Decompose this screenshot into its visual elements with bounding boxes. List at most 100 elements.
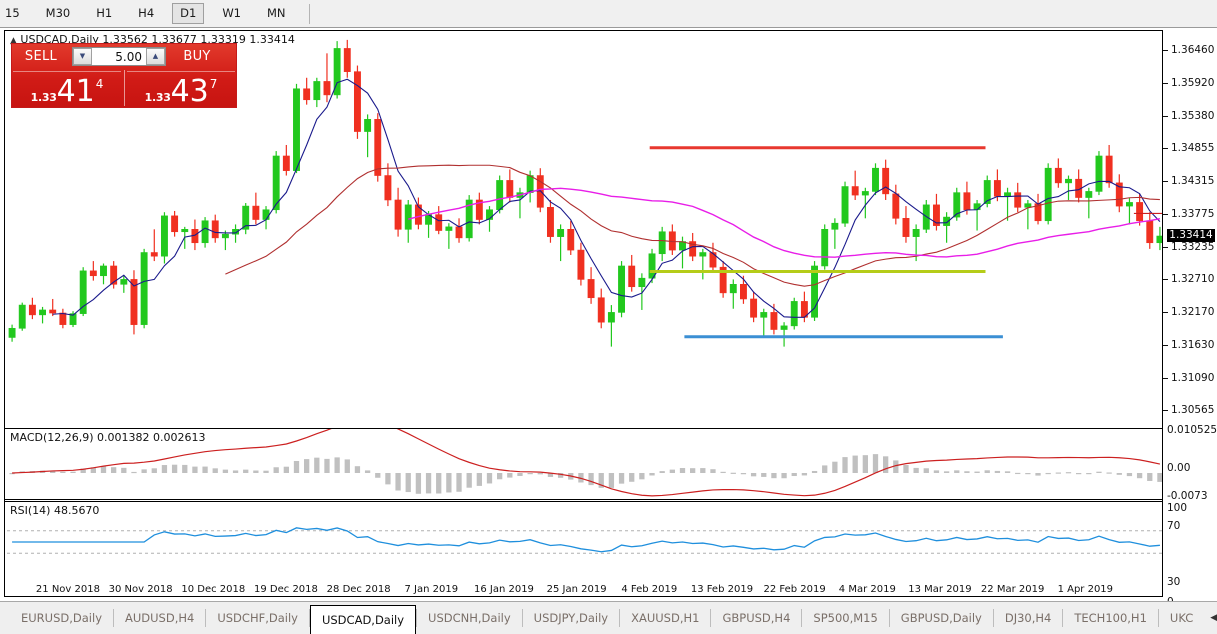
- macd-tick-label: 0.010525: [1167, 424, 1217, 436]
- date-tick-label: 4 Mar 2019: [838, 584, 896, 595]
- scale-divider: [1162, 30, 1163, 597]
- tab-separator: [992, 609, 994, 627]
- chart-tab-ukc[interactable]: UKC: [1169, 611, 1194, 625]
- date-tick-label: 25 Jan 2019: [546, 584, 607, 595]
- price-tick-label: 1.34315: [1171, 174, 1215, 187]
- tab-scroll-controls: ◀ ▶: [1204, 602, 1217, 634]
- date-tick-label: 7 Jan 2019: [404, 584, 459, 595]
- sell-price-prefix: 1.33: [30, 91, 57, 104]
- price-tick-mark: [1163, 311, 1168, 313]
- chart-tab-usdcnh-daily[interactable]: USDCNH,Daily: [428, 611, 511, 625]
- chart-tab-usdchf-daily[interactable]: USDCHF,Daily: [217, 611, 298, 625]
- price-tick-mark: [1163, 115, 1168, 117]
- price-tick-mark: [1163, 409, 1168, 411]
- date-tick-label: 13 Mar 2019: [908, 584, 972, 595]
- volume-value: 5.00: [115, 49, 142, 64]
- timeframe-h4[interactable]: H4: [138, 6, 155, 20]
- date-tick-label: 1 Apr 2019: [1057, 584, 1114, 595]
- date-tick-label: 16 Jan 2019: [473, 584, 534, 595]
- rsi-tick-label: 30: [1167, 576, 1181, 588]
- buy-button-label[interactable]: BUY: [183, 49, 211, 64]
- tab-separator: [710, 609, 712, 627]
- sell-button-label[interactable]: SELL: [24, 49, 58, 64]
- price-scale[interactable]: 1.36460 1.35920 1.35380 1.34855 1.34315 1.337…: [1163, 30, 1217, 608]
- chart-tab-list: EURUSD,Daily AUDUSD,H4 USDCHF,Daily USDCAD,…: [0, 602, 1204, 634]
- toolbar-separator: [308, 3, 310, 24]
- chart-tab-audusd-h4[interactable]: AUDUSD,H4: [125, 611, 195, 625]
- buy-price-main: 43: [170, 74, 209, 107]
- chart-tab-sp500-m15[interactable]: SP500,M15: [813, 611, 878, 625]
- chart-tab-usdjpy-daily[interactable]: USDJPY,Daily: [533, 611, 609, 625]
- chart-tab-tech100-h1[interactable]: TECH100,H1: [1074, 611, 1147, 625]
- timeframe-m15[interactable]: 15: [5, 6, 20, 20]
- price-tick-mark: [1163, 344, 1168, 346]
- buy-price-prefix: 1.33: [144, 91, 171, 104]
- chart-tab-gbpusd-daily[interactable]: GBPUSD,Daily: [900, 611, 982, 625]
- date-tick-label: 22 Feb 2019: [763, 584, 826, 595]
- tab-separator: [888, 609, 890, 627]
- price-tick-label: 1.35380: [1171, 109, 1215, 122]
- price-tick-label: 1.30565: [1171, 403, 1215, 416]
- tab-separator: [308, 609, 310, 627]
- price-tick-mark: [1163, 147, 1168, 149]
- volume-decrement-button[interactable]: ▼: [73, 48, 92, 65]
- price-pane[interactable]: ▲ USDCAD,Daily 1.33562 1.33677 1.33319 1…: [5, 31, 1212, 427]
- date-tick-label: 21 Nov 2018: [35, 584, 100, 595]
- tab-separator: [801, 609, 803, 627]
- price-tick-mark: [1163, 213, 1168, 215]
- tab-prev-icon[interactable]: ◀: [1210, 613, 1217, 623]
- date-tick-label: 28 Dec 2018: [326, 584, 391, 595]
- date-tick-label: 22 Mar 2019: [980, 584, 1045, 595]
- timeframe-h1[interactable]: H1: [96, 6, 113, 20]
- date-axis: 21 Nov 2018 30 Nov 2018 10 Dec 2018 19 Dec …: [4, 583, 1163, 599]
- price-tick-mark: [1163, 278, 1168, 280]
- volume-increment-button[interactable]: ▲: [146, 48, 165, 65]
- date-tick-label: 13 Feb 2019: [690, 584, 754, 595]
- price-tick-label: 1.35920: [1171, 76, 1215, 89]
- sell-price-button[interactable]: 1.33 41 4: [13, 71, 121, 107]
- current-price-tag: 1.33414: [1167, 228, 1215, 242]
- date-tick-label: 30 Nov 2018: [108, 584, 173, 595]
- rsi-canvas: [7, 527, 1165, 554]
- timeframe-toolbar: 15 M30 H1 H4 D1 W1 MN: [0, 0, 1217, 28]
- volume-input[interactable]: ▼ 5.00 ▲: [72, 47, 166, 66]
- date-tick-label: 19 Dec 2018: [254, 584, 318, 595]
- buy-price-fraction: 7: [209, 77, 218, 91]
- tab-separator: [619, 609, 621, 627]
- price-tick-mark: [1163, 82, 1168, 84]
- price-tick-label: 1.31090: [1171, 371, 1215, 384]
- one-click-trading-panel[interactable]: SELL ▼ 5.00 ▲ BUY 1.33 41 4 1: [11, 43, 237, 108]
- price-tick-mark: [1163, 377, 1168, 379]
- sell-price-main: 41: [56, 74, 95, 107]
- macd-canvas: [9, 429, 1163, 497]
- timeframe-d1[interactable]: D1: [172, 3, 205, 24]
- chart-tab-gbpusd-h4[interactable]: GBPUSD,H4: [722, 611, 791, 625]
- price-tick-label: 1.33235: [1171, 240, 1215, 253]
- date-tick-label: 4 Feb 2019: [621, 584, 678, 595]
- timeframe-m30[interactable]: M30: [45, 6, 71, 20]
- tab-separator: [205, 609, 207, 627]
- macd-tick-label: 0.00: [1167, 462, 1191, 474]
- buy-price-button[interactable]: 1.33 43 7: [127, 71, 235, 107]
- chart-header: ▲ USDCAD,Daily 1.33562 1.33677 1.33319 1…: [10, 33, 295, 46]
- timeframe-mn[interactable]: MN: [267, 6, 286, 20]
- chart-tab-eurusd-daily[interactable]: EURUSD,Daily: [21, 611, 102, 625]
- chart-tab-usdcad-daily[interactable]: USDCAD,Daily: [309, 605, 417, 634]
- price-tick-mark: [1163, 180, 1168, 182]
- macd-pane[interactable]: MACD(12,26,9) 0.001382 0.002613: [5, 428, 1212, 500]
- rsi-tick-label: 100: [1167, 502, 1188, 514]
- price-tick-label: 1.33775: [1171, 207, 1215, 220]
- chart-tab-dj30-h4[interactable]: DJ30,H4: [1004, 611, 1052, 625]
- chart-tab-xauusd-h1[interactable]: XAUUSD,H1: [631, 611, 700, 625]
- tab-separator: [416, 609, 418, 627]
- tab-separator: [1157, 609, 1159, 627]
- price-tick-label: 1.34855: [1171, 141, 1215, 154]
- tab-separator: [1062, 609, 1064, 627]
- collapse-triangle-icon[interactable]: ▲: [10, 36, 17, 46]
- price-tick-label: 1.36460: [1171, 43, 1215, 56]
- timeframe-w1[interactable]: W1: [222, 6, 241, 20]
- tab-separator: [521, 609, 523, 627]
- macd-tick-label: -0.0073: [1167, 490, 1208, 502]
- chevron-up-icon: ▲: [152, 52, 159, 60]
- rsi-pane[interactable]: RSI(14) 48.5670: [5, 501, 1212, 579]
